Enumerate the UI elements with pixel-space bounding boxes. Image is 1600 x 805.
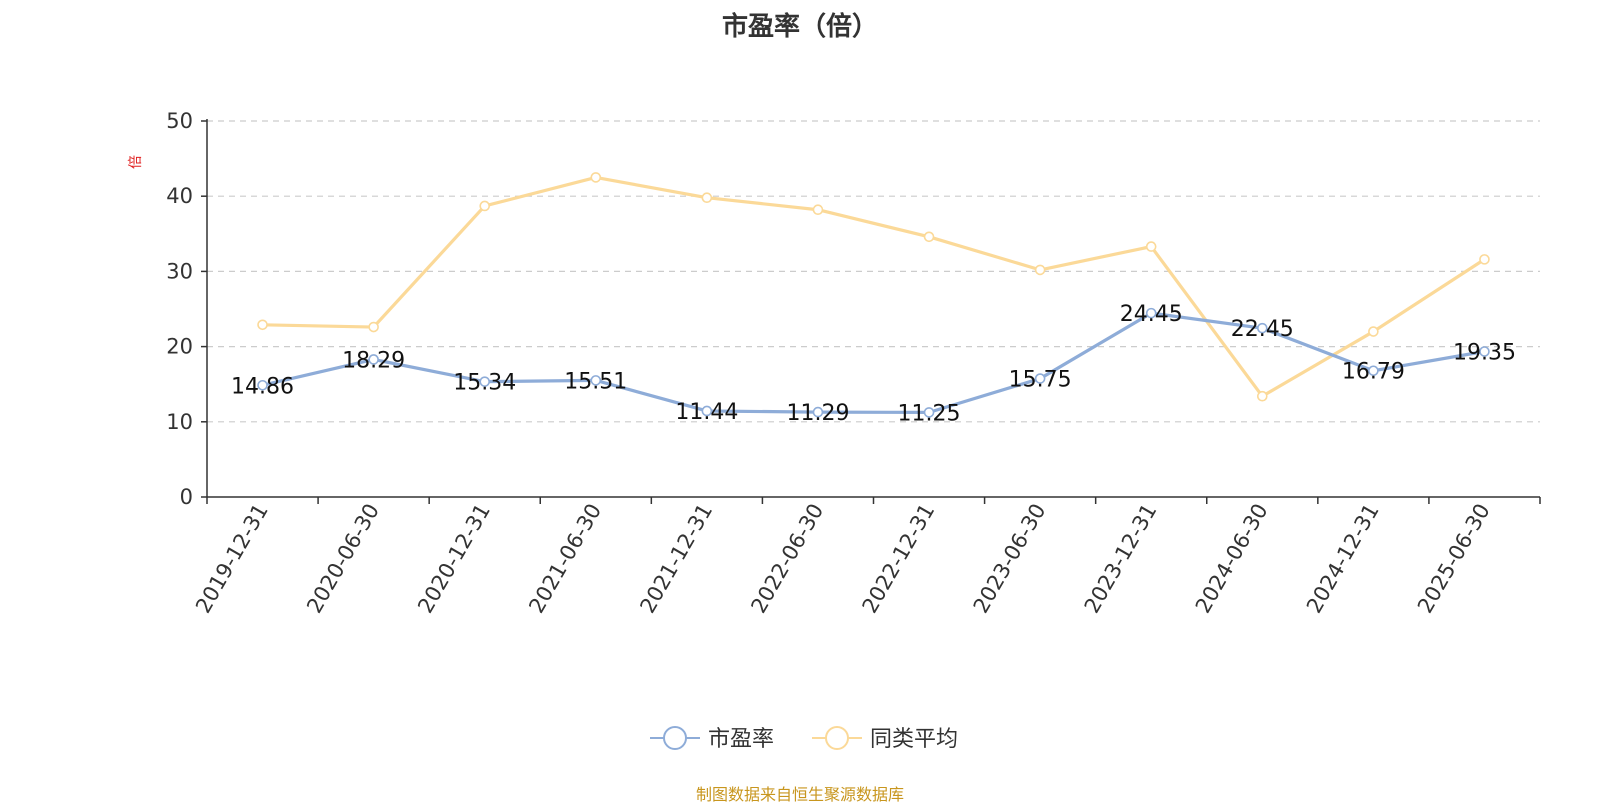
x-tick-label: 2022-06-30 (746, 500, 828, 618)
data-point (257, 319, 268, 331)
x-tick-label: 2023-06-30 (969, 500, 1051, 618)
data-point (1256, 390, 1268, 402)
data-point (701, 192, 713, 204)
y-tick-label: 40 (166, 184, 193, 208)
data-point (1145, 307, 1157, 319)
data-label: 11.25 (898, 401, 961, 426)
y-tick-label: 20 (166, 335, 193, 359)
series-line (260, 175, 1487, 398)
data-label: 18.29 (342, 348, 405, 373)
y-tick-label: 10 (166, 410, 193, 434)
data-point (590, 375, 602, 386)
data-label: 11.44 (675, 400, 738, 425)
y-axis-label: 倍 (128, 155, 144, 169)
data-label: 11.29 (786, 401, 849, 426)
legend-label: 同类平均 (870, 727, 958, 752)
data-point (1368, 326, 1379, 337)
data-label: 15.34 (453, 371, 516, 396)
gridlines (207, 120, 1540, 423)
legend: 市盈率 同类平均 (650, 726, 958, 752)
series-lines (257, 172, 1490, 418)
y-tick-label: 0 (180, 485, 193, 509)
data-label: 22.45 (1231, 317, 1294, 342)
data-label: 15.75 (1009, 368, 1072, 393)
data-labels: 14.86 18.29 15.34 15.51 11.44 11.29 11.25 15.75… (231, 302, 1516, 426)
x-tick-label: 2020-06-30 (302, 500, 384, 618)
series-line (260, 311, 1487, 414)
data-point (479, 200, 491, 212)
data-point (368, 354, 379, 365)
x-tick-label: 2021-06-30 (524, 500, 606, 618)
x-tick-label: 2024-12-31 (1302, 500, 1384, 618)
axes: 0 10 20 30 40 50 倍 2019-12-31 2020-06-30 2020-12-… (128, 109, 1541, 618)
data-point (1479, 346, 1490, 357)
data-point (1256, 322, 1268, 334)
data-point (1368, 365, 1379, 377)
data-point (923, 231, 935, 243)
data-point (1145, 241, 1157, 252)
data-point (590, 172, 602, 183)
data-label: 16.79 (1342, 360, 1405, 385)
legend-marker (825, 726, 849, 750)
x-tick-label: 2024-06-30 (1191, 500, 1273, 618)
chart-title: 市盈率（倍） (721, 12, 878, 42)
legend-label: 市盈率 (708, 727, 774, 752)
x-tick-label: 2019-12-31 (191, 500, 273, 618)
data-point (812, 204, 824, 216)
data-point (257, 379, 268, 391)
y-tick-label: 50 (166, 109, 193, 133)
data-point (1479, 254, 1490, 265)
x-tick-label: 2020-12-31 (413, 500, 495, 618)
x-tick-label: 2022-12-31 (858, 500, 940, 618)
data-point (368, 321, 379, 333)
x-tick-label: 2023-12-31 (1080, 500, 1162, 618)
y-tick-label: 30 (166, 259, 193, 283)
data-point (701, 405, 713, 417)
data-point (1034, 373, 1046, 384)
data-point (479, 376, 491, 387)
data-label: 24.45 (1120, 302, 1183, 327)
data-point (923, 407, 935, 418)
x-tick-label: 2025-06-30 (1413, 500, 1495, 618)
data-label: 19.35 (1453, 340, 1516, 365)
source-note: 制图数据来自恒生聚源数据库 (695, 785, 904, 804)
data-label: 14.86 (231, 374, 294, 399)
data-point (1034, 264, 1046, 276)
data-label: 15.51 (564, 369, 627, 394)
x-tick-label: 2021-12-31 (635, 500, 717, 618)
legend-marker (663, 726, 687, 750)
data-point (812, 406, 824, 418)
